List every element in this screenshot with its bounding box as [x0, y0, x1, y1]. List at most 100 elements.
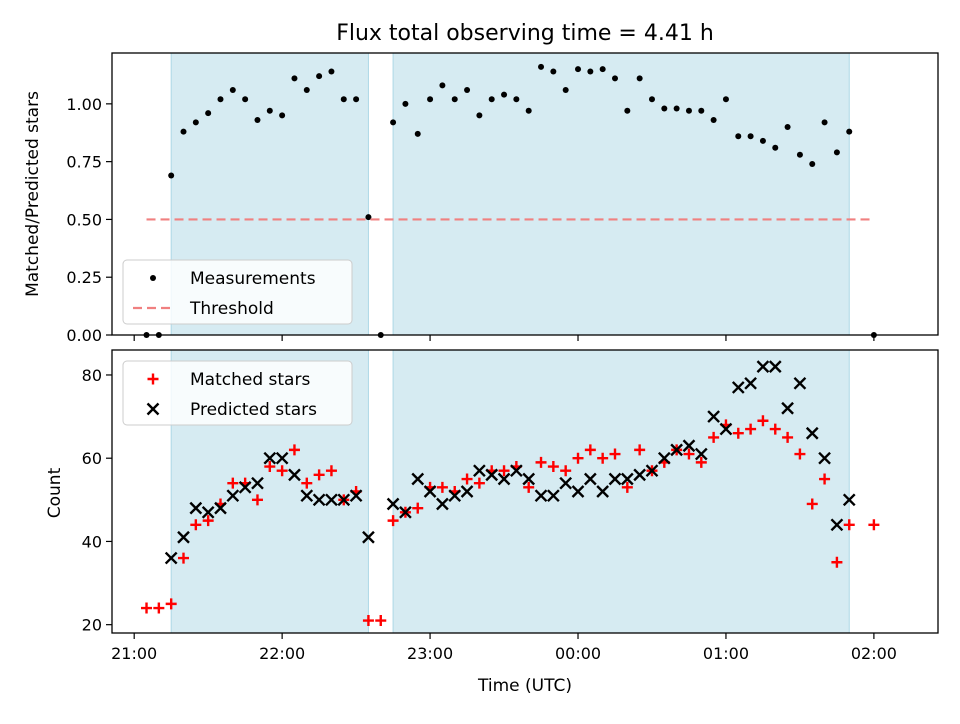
- y-tick-label: 60: [82, 449, 102, 468]
- matched-star-point: [227, 477, 239, 489]
- matched-star-point: [190, 519, 202, 531]
- matched-star-point: [695, 456, 707, 468]
- predicted-star-point: [731, 381, 745, 394]
- legend-label: Predicted stars: [190, 400, 317, 420]
- matched-star-point: [461, 473, 473, 485]
- matched-star-point: [609, 448, 621, 460]
- matched-star-point: [387, 515, 399, 527]
- predicted-star-point: [571, 485, 585, 498]
- y-tick-label: 1.00: [66, 95, 102, 114]
- x-tick-label: 21:00: [111, 644, 157, 663]
- legend-predicted-swatch: [146, 402, 160, 416]
- plot-frame: [111, 349, 939, 634]
- predicted-star-point: [657, 451, 671, 465]
- legend: Measurements Threshold: [122, 259, 353, 325]
- predicted-star-point: [620, 472, 634, 486]
- predicted-star-point: [460, 485, 474, 498]
- predicted-star-point: [226, 489, 240, 503]
- measurement-point: [698, 107, 705, 114]
- measurement-point: [353, 96, 360, 103]
- predicted-star-point: [719, 422, 733, 436]
- measurement-point: [488, 96, 495, 103]
- x-tick-label: 01:00: [703, 644, 749, 663]
- legend-label: Matched stars: [190, 370, 310, 390]
- measurement-point: [636, 75, 643, 82]
- matched-star-point: [141, 602, 153, 614]
- predicted-star-point: [818, 451, 831, 465]
- x-axis-label: Time (UTC): [477, 676, 572, 696]
- measurement-point: [538, 63, 545, 70]
- measurement-point: [340, 96, 347, 103]
- matched-star-point: [683, 448, 695, 460]
- matched-star-point: [288, 444, 300, 456]
- measurement-point: [821, 119, 828, 126]
- matched-star-point: [584, 444, 596, 456]
- legend-measurement-swatch: [150, 275, 156, 281]
- predicted-star-point: [830, 518, 844, 532]
- measurement-point: [562, 86, 569, 93]
- top-panel: 0.00 0.25 0.50 0.75 1.00 Measurements Threshol…: [66, 52, 939, 345]
- matched-star-point: [375, 615, 387, 627]
- measurement-point: [365, 214, 372, 221]
- legend-label: Measurements: [190, 269, 316, 289]
- matched-star-point: [264, 461, 276, 473]
- predicted-star-point: [547, 489, 560, 503]
- predicted-star-point: [485, 468, 499, 482]
- y-tick-label: 0.50: [66, 210, 102, 229]
- matched-star-point: [572, 452, 584, 464]
- predicted-star-point: [596, 485, 610, 498]
- measurement-point: [414, 130, 421, 137]
- predicted-star-point: [522, 472, 536, 486]
- measurement-point: [229, 86, 236, 93]
- matched-star-point: [535, 456, 547, 468]
- measurement-point: [192, 119, 199, 126]
- measurement-point: [685, 107, 692, 114]
- predicted-star-point: [386, 497, 400, 511]
- predicted-star-point: [300, 489, 314, 503]
- measurement-point: [611, 75, 618, 82]
- predicted-star-point: [583, 472, 597, 486]
- predicted-star-point: [633, 468, 647, 482]
- matched-star-point: [769, 423, 781, 435]
- matched-star-point: [251, 494, 263, 506]
- matched-star-point: [806, 498, 818, 510]
- matched-star-point: [313, 469, 325, 481]
- chart-title: Flux total observing time = 4.41 h: [336, 21, 714, 46]
- measurement-point: [648, 96, 655, 103]
- predicted-star-point: [670, 443, 683, 457]
- measurement-point: [747, 133, 754, 140]
- matched-star-point: [153, 602, 165, 614]
- measurement-point: [476, 112, 483, 119]
- plot-frame: [111, 52, 939, 336]
- predicted-star-point: [534, 489, 548, 503]
- matched-star-point: [412, 502, 424, 514]
- matched-star-point: [597, 452, 609, 464]
- measurement-point: [809, 160, 816, 167]
- predicted-star-point: [645, 464, 659, 478]
- matched-star-point: [794, 448, 806, 460]
- bottom-y-axis-label: Count: [45, 467, 65, 518]
- predicted-star-point: [411, 472, 425, 486]
- predicted-star-point: [337, 493, 351, 507]
- x-tick-label: 02:00: [851, 644, 897, 663]
- matched-star-point: [745, 423, 757, 435]
- matched-star-point: [202, 515, 214, 527]
- y-tick-label: 80: [82, 366, 102, 385]
- matched-star-point: [436, 481, 448, 493]
- measurement-point: [316, 73, 323, 80]
- predicted-star-point: [325, 493, 338, 507]
- x-tick-label: 00:00: [555, 644, 601, 663]
- measurement-point: [624, 107, 631, 114]
- matched-star-point: [708, 431, 720, 443]
- matched-star-point: [276, 465, 288, 477]
- matched-star-point: [523, 481, 535, 493]
- matched-star-point: [498, 465, 510, 477]
- predicted-star-point: [842, 493, 856, 507]
- predicted-star-point: [214, 501, 227, 515]
- measurement-point: [205, 110, 212, 117]
- measurement-point: [303, 86, 310, 93]
- matched-star-point: [325, 465, 337, 477]
- matched-star-point: [634, 444, 646, 456]
- measurement-point: [846, 128, 853, 135]
- measurement-point: [180, 128, 187, 135]
